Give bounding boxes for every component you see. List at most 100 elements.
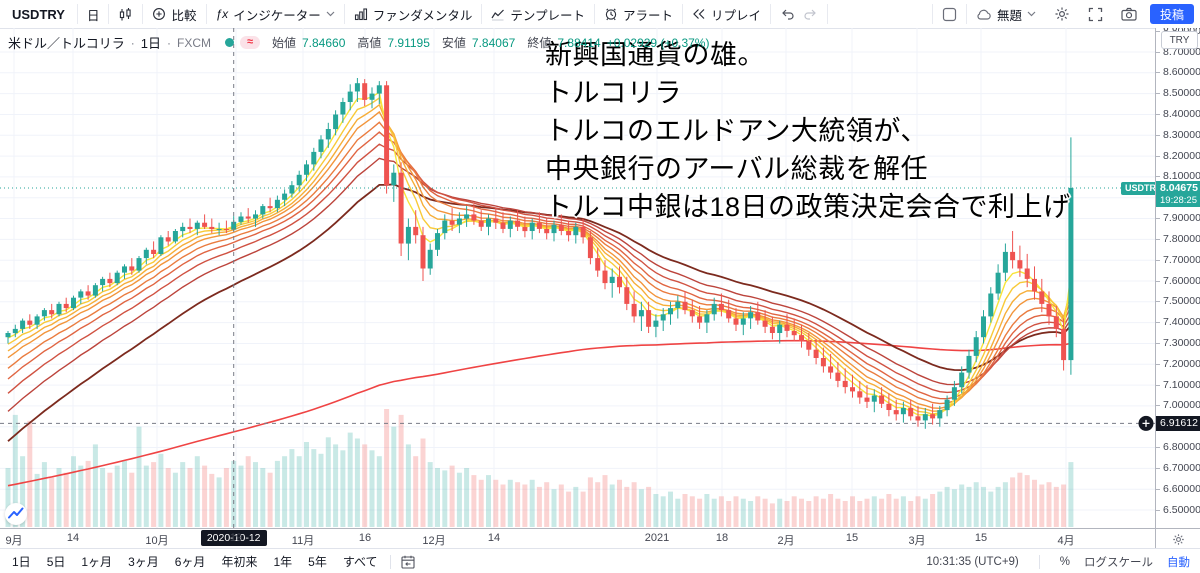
range-button-5年[interactable]: 5年 xyxy=(308,555,327,569)
undo-arrow-icon xyxy=(780,8,795,20)
price-axis-label: 8.50000 xyxy=(1156,87,1200,100)
price-axis-label: 7.10000 xyxy=(1156,379,1200,392)
news-overlay-text: 新興国通貨の雄。 トルコリラトルコのエルドアン大統領が、 中央銀行のアーバル総裁を解… xyxy=(545,36,1071,226)
overlay-text-line: トルコリラ xyxy=(545,78,682,108)
fundamental-button[interactable]: ファンダメンタル xyxy=(345,0,482,28)
candlestick-chart-icon xyxy=(118,7,133,22)
bottom-toolbar: 1日 5日 1ヶ月 3ヶ月 6ヶ月 年初来 1年 5年 すべて 10:31:35 (UTC+9)… xyxy=(0,548,1200,573)
overlay-text-line: 新興国通貨の雄。 xyxy=(545,40,765,70)
plus-price-button xyxy=(1138,415,1154,431)
time-axis[interactable]: 2020-10-12 9月 14 10月 19 11月 16 12月 14 2021 18 2月 15… xyxy=(0,528,1155,549)
gear-icon[interactable] xyxy=(1172,533,1185,546)
range-button-すべて[interactable]: すべて xyxy=(342,555,378,569)
time-axis-label: 2月 xyxy=(777,535,795,547)
price-axis-label: 7.40000 xyxy=(1156,316,1200,329)
crosshair-date-label: 2020-10-12 xyxy=(200,530,267,546)
price-axis[interactable]: 6.50000 6.60000 6.70000 6.80000 7.00000 7.100… xyxy=(1155,28,1200,528)
go-to-date-button[interactable] xyxy=(397,549,419,573)
save-layout-button[interactable]: 無題 xyxy=(967,0,1045,28)
crosshair xyxy=(0,28,1155,528)
delayed-data-icon[interactable]: ≈ xyxy=(239,36,260,49)
symbol-button[interactable]: USDTRY xyxy=(12,6,65,22)
low-label: 安値 xyxy=(441,36,466,50)
interval-button[interactable]: 日 xyxy=(86,8,100,23)
publish-button[interactable]: 投稿 xyxy=(1149,4,1194,24)
price-axis-label: 6.80000 xyxy=(1156,441,1200,454)
chart-type-button[interactable] xyxy=(109,0,142,28)
price-axis-label: 8.30000 xyxy=(1156,129,1200,142)
price-axis-label: 8.60000 xyxy=(1156,66,1200,79)
toolbar-divider xyxy=(343,4,345,24)
template-button[interactable]: テンプレート xyxy=(482,0,594,28)
clock-label[interactable]: 10:31:35 (UTC+9) xyxy=(926,555,1019,568)
toolbar-divider xyxy=(108,4,110,24)
overlay-text-line: トルコのエルドアン大統領が、 xyxy=(545,116,928,146)
range-button-1日[interactable]: 1日 xyxy=(12,555,31,569)
axis-settings-corner[interactable] xyxy=(1155,528,1200,549)
overlay-text-line: 中央銀行のアーバル総裁を解任 xyxy=(545,154,929,184)
replay-button[interactable]: リプレイ xyxy=(683,0,770,28)
last-price-axis-label: 8.04675 19:28:25 xyxy=(1156,181,1200,207)
price-axis-label: 8.20000 xyxy=(1156,150,1200,163)
price-axis-label: 6.60000 xyxy=(1156,483,1200,496)
fundamental-label: ファンダメンタル xyxy=(372,8,473,23)
fullscreen-button[interactable] xyxy=(1079,0,1112,28)
time-axis-label: 15 xyxy=(974,532,988,544)
time-axis-label: 2021 xyxy=(644,532,670,544)
time-axis-label: 11月 xyxy=(291,535,315,547)
price-axis-label: 7.80000 xyxy=(1156,233,1200,246)
percent-scale-button[interactable]: % xyxy=(1059,555,1070,568)
compare-label: 比較 xyxy=(171,8,197,23)
replay-label: リプレイ xyxy=(711,8,762,23)
plus-circle-icon xyxy=(152,7,166,21)
chart-template-icon xyxy=(491,7,505,21)
crosshair-price-label: 6.91612 xyxy=(1156,415,1200,431)
range-button-年初来[interactable]: 年初来 xyxy=(221,555,258,569)
tradingview-logo[interactable] xyxy=(5,503,27,525)
market-status-dot-icon[interactable] xyxy=(224,38,234,47)
toolbar-divider xyxy=(682,4,683,24)
last-price-value: 8.04675 xyxy=(1160,182,1198,194)
chart-plot-area[interactable]: USDTRY xyxy=(0,28,1155,528)
fullscreen-icon xyxy=(1088,7,1103,22)
time-axis-label: 14 xyxy=(487,532,501,544)
price-axis-label: 7.60000 xyxy=(1156,275,1200,288)
auto-scale-button[interactable]: 自動 xyxy=(1167,556,1190,569)
calendar-icon xyxy=(400,555,415,569)
time-axis-label: 3月 xyxy=(908,535,926,547)
legend-interval: 1日 xyxy=(140,36,161,51)
chart-settings-button[interactable] xyxy=(1045,0,1079,28)
indicators-button[interactable]: ƒx インジケーター xyxy=(207,0,344,28)
price-axis-label: 7.50000 xyxy=(1156,295,1200,308)
rewind-icon xyxy=(692,8,706,20)
toolbar-divider xyxy=(827,4,829,24)
toolbar-divider xyxy=(965,4,967,24)
toolbar-divider xyxy=(1038,554,1040,569)
range-buttons: 1日 5日 1ヶ月 3ヶ月 6ヶ月 年初来 1年 5年 すべて xyxy=(0,551,384,572)
time-axis-label: 18 xyxy=(715,532,729,544)
last-price-symbol-tag: USDTRY xyxy=(1121,181,1155,195)
price-axis-label: 7.20000 xyxy=(1156,358,1200,371)
toolbar-divider xyxy=(770,4,772,24)
alarm-clock-icon xyxy=(604,7,618,21)
layout-select-button[interactable] xyxy=(933,0,966,28)
range-button-1ヶ月[interactable]: 1ヶ月 xyxy=(81,555,113,569)
currency-toggle-button[interactable]: TRY xyxy=(1161,31,1198,49)
close-label: 終値 xyxy=(527,36,552,50)
symbol-legend[interactable]: 米ドル／トルコリラ · 1日 · FXCM ≈ 始値 7.84660 高値 7.91… xyxy=(8,33,709,52)
range-button-1年[interactable]: 1年 xyxy=(273,555,293,569)
log-scale-button[interactable]: ログスケール xyxy=(1084,556,1153,569)
chevron-down-icon xyxy=(1027,11,1036,17)
time-axis-label: 15 xyxy=(845,532,859,544)
range-button-3ヶ月[interactable]: 3ヶ月 xyxy=(128,555,159,569)
redo-button[interactable] xyxy=(799,0,827,28)
alert-button[interactable]: アラート xyxy=(595,0,682,28)
range-button-6ヶ月[interactable]: 6ヶ月 xyxy=(174,555,206,569)
overlay-text-line: トルコ中銀は18日の政策決定会合で利上げ xyxy=(545,192,1071,222)
range-button-5日[interactable]: 5日 xyxy=(46,555,66,569)
screenshot-button[interactable] xyxy=(1112,0,1146,28)
undo-button[interactable] xyxy=(771,0,799,28)
legend-exchange: FXCM xyxy=(176,35,211,50)
compare-button[interactable]: 比較 xyxy=(143,0,205,28)
candlestick-chart-canvas[interactable] xyxy=(0,28,1155,528)
